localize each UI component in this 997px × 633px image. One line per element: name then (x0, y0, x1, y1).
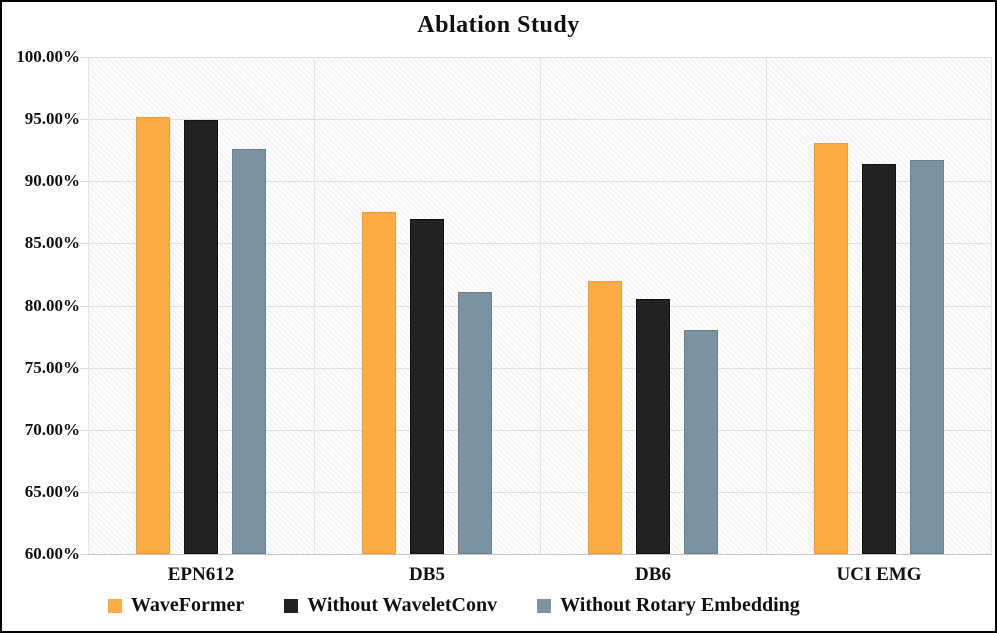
y-axis-tick (80, 429, 88, 431)
y-axis-tick (80, 181, 88, 183)
y-axis-label: 75.00% (24, 357, 80, 377)
y-axis-label: 80.00% (24, 295, 80, 315)
legend-label: WaveFormer (131, 594, 245, 616)
vertical-gridline (314, 57, 315, 554)
y-axis-label: 65.00% (24, 481, 80, 501)
legend-swatch-icon (284, 598, 299, 613)
y-axis-label: 85.00% (24, 233, 80, 253)
bar (862, 163, 896, 554)
y-axis-tick (80, 305, 88, 307)
x-axis-line (88, 554, 992, 555)
legend-item: Without Rotary Embedding (537, 594, 800, 617)
y-axis-label: 95.00% (24, 109, 80, 129)
y-axis-tick (80, 119, 88, 121)
legend-swatch-icon (108, 598, 122, 613)
vertical-gridline (766, 57, 767, 554)
y-axis-label: 70.00% (24, 419, 80, 439)
y-axis-tick (80, 554, 88, 555)
y-axis-tick (80, 243, 88, 245)
y-axis-label: 90.00% (24, 171, 80, 191)
x-category-label: DB6 (635, 564, 671, 585)
legend-label: Without Rotary Embedding (560, 594, 800, 616)
bar (232, 148, 266, 554)
legend-item: Without WaveletConv (284, 594, 497, 617)
legend: WaveFormer Without WaveletConv Without Rot… (108, 594, 800, 617)
bar (684, 330, 718, 554)
y-axis-tick (80, 367, 88, 369)
vertical-gridline (991, 57, 992, 554)
bar (136, 116, 170, 554)
y-axis-label: 100.00% (16, 47, 80, 66)
bar (814, 142, 848, 554)
bar (184, 120, 218, 554)
legend-swatch-icon (537, 598, 552, 613)
y-axis-tick (80, 57, 88, 58)
bar (910, 160, 944, 554)
x-category-label: DB5 (409, 564, 445, 585)
legend-item: WaveFormer (108, 594, 244, 617)
bar (588, 280, 622, 554)
bar (362, 212, 396, 554)
vertical-gridline (540, 57, 541, 554)
bar (410, 218, 444, 554)
bar (636, 299, 670, 554)
bar (458, 291, 492, 554)
legend-label: Without WaveletConv (307, 594, 498, 616)
x-category-label: EPN612 (167, 564, 235, 585)
chart-title: Ablation Study (417, 12, 580, 38)
y-axis-tick (80, 491, 88, 493)
plot-area (80, 57, 992, 555)
vertical-gridline (88, 57, 89, 554)
x-category-label: UCI EMG (836, 564, 922, 585)
y-axis-label: 60.00% (24, 544, 80, 563)
